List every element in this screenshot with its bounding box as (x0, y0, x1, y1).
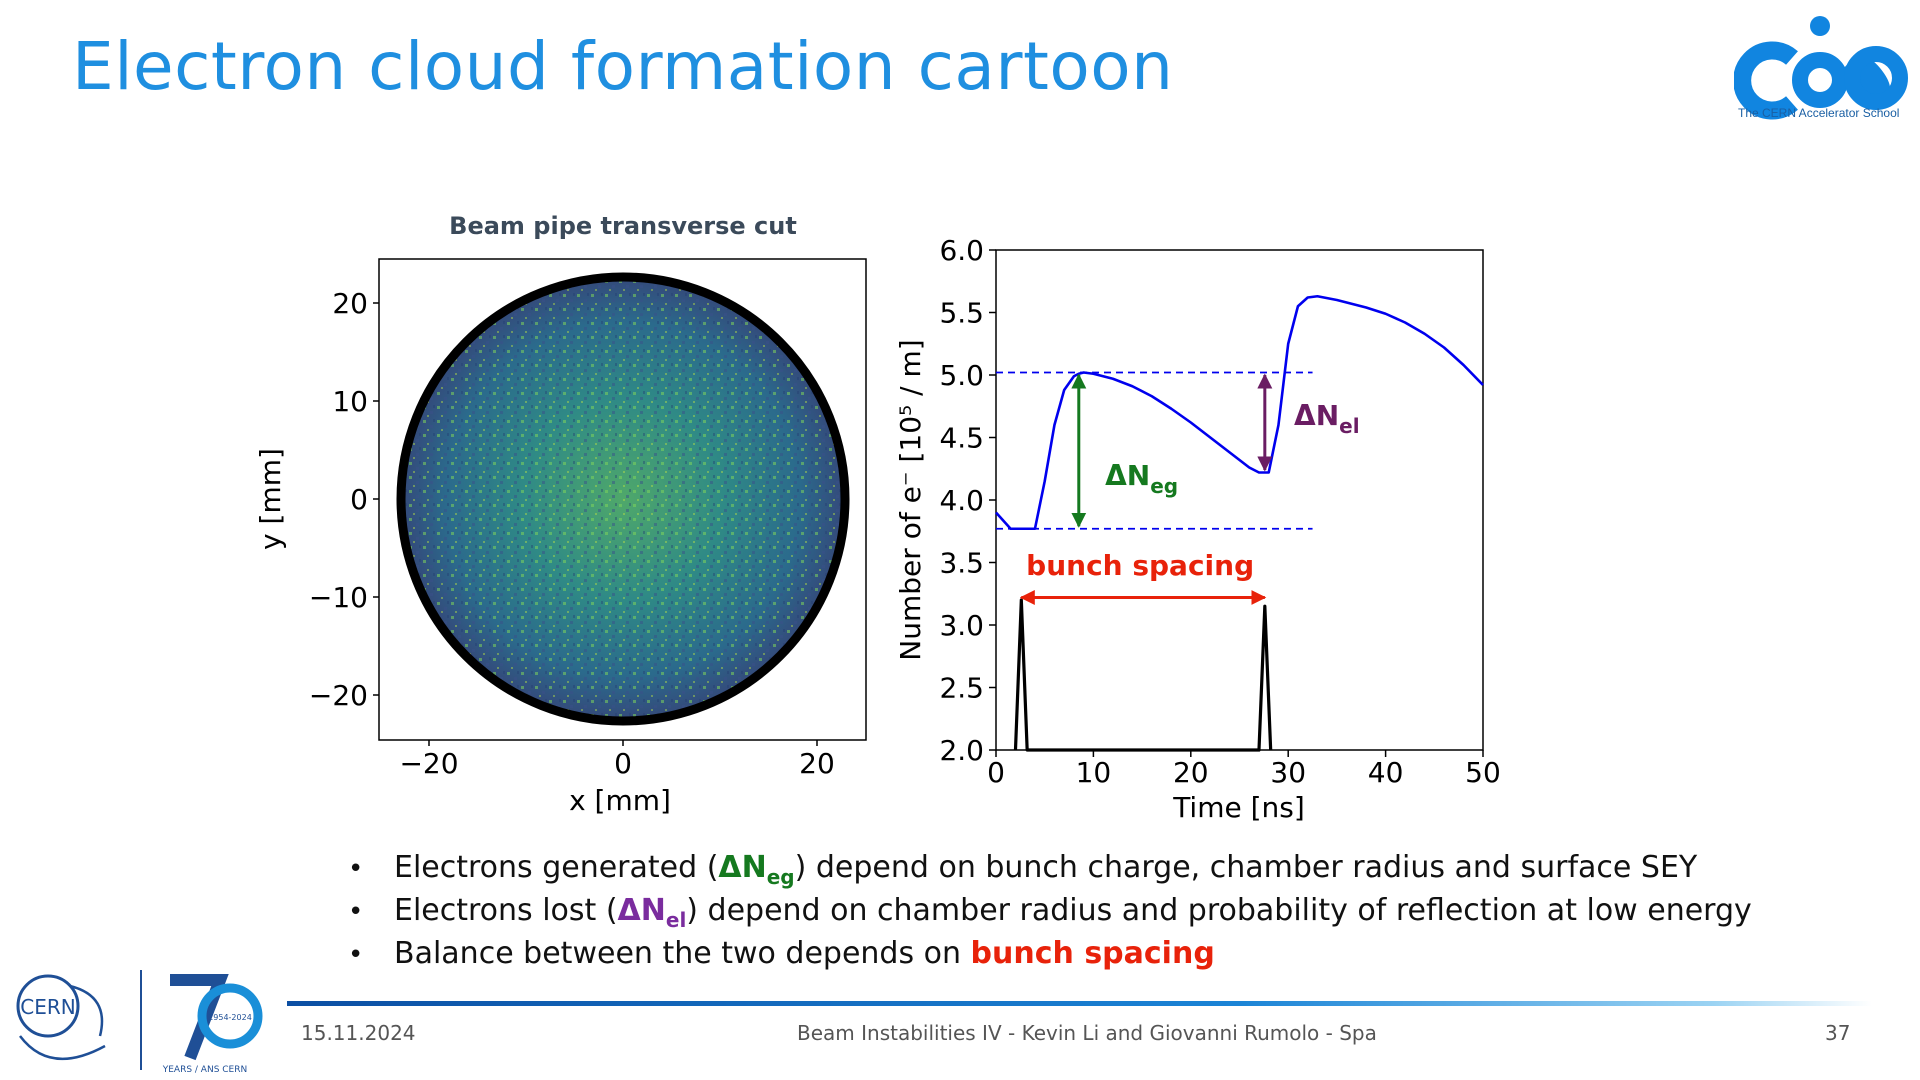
footer-separator (140, 970, 142, 1070)
cas-logo-caption: The CERN Accelerator School (1738, 106, 1900, 120)
chart-ytick-label: 3.0 (939, 609, 984, 642)
bullet-dot: • (348, 897, 364, 927)
chart-ytick-label: 5.0 (939, 359, 984, 392)
footer-divider (287, 1001, 1872, 1006)
chart-ytick-label: 6.0 (939, 234, 984, 267)
bullet-item: • Balance between the two depends on bun… (348, 936, 1752, 979)
left-xtick: 0 (614, 747, 632, 780)
cas-logo (1734, 16, 1908, 120)
cern-logo: CERN (16, 974, 106, 1061)
bullet-text: Electrons lost (ΔNel) depend on chamber … (394, 893, 1752, 932)
chart-xtick-label: 30 (1270, 756, 1306, 789)
beam-pipe-wall (396, 272, 850, 726)
chart-ytick-label: 2.5 (939, 672, 984, 705)
footer-date: 15.11.2024 (301, 1021, 416, 1045)
chart-xlabel: Time [ns] (1172, 791, 1305, 824)
electron-count-line (995, 294, 1484, 531)
bullet-text: Electrons generated (ΔNeg) depend on bun… (394, 850, 1698, 889)
anniversary-logo: 1954-2024 YEARS / ANS CERN (162, 974, 263, 1075)
footer-presentation-title: Beam Instabilities IV - Kevin Li and Gio… (797, 1021, 1377, 1045)
svg-text:1954-2024: 1954-2024 (208, 1013, 252, 1022)
chart-xtick-label: 10 (1076, 756, 1112, 789)
left-ytick: 20 (332, 287, 368, 320)
chart-ytick-label: 4.0 (939, 484, 984, 517)
left-ytick: −20 (309, 679, 368, 712)
bullet-text: Balance between the two depends on bunch… (394, 936, 1215, 971)
left-ytick: 0 (350, 483, 368, 516)
electron-count-chart: 0 10 20 30 40 50 6.0 5.5 5.0 4.5 4.0 3.5 3.0 2.5 2.0 Δ… (894, 234, 1501, 824)
bullet-dot: • (348, 940, 364, 970)
chart-ytick-label: 5.5 (939, 297, 984, 330)
slide-title: Electron cloud formation cartoon (72, 28, 1174, 105)
left-ylabel: y [mm] (254, 448, 287, 550)
bullet-item: • Electrons generated (ΔNeg) depend on b… (348, 850, 1752, 893)
bunch-spacing-label: bunch spacing (1026, 549, 1254, 582)
bullet-item: • Electrons lost (ΔNel) depend on chambe… (348, 893, 1752, 936)
beam-pipe-plot: 20 10 0 −10 −20 −20 0 20 x [mm] y [mm] (254, 258, 867, 817)
chart-xtick-label: 40 (1368, 756, 1404, 789)
chart-ytick-label: 3.5 (939, 547, 984, 580)
left-xtick: 20 (799, 747, 835, 780)
chart-xtick-label: 50 (1465, 756, 1501, 789)
left-ytick: 10 (332, 385, 368, 418)
chart-ytick-label: 2.0 (939, 734, 984, 767)
bullet-list: • Electrons generated (ΔNeg) depend on b… (348, 850, 1752, 979)
bunch-profile-line (1013, 598, 1273, 752)
chart-xtick-label: 0 (987, 756, 1005, 789)
left-xlabel: x [mm] (569, 784, 671, 817)
left-xtick: −20 (399, 747, 458, 780)
page-number: 37 (1825, 1021, 1851, 1045)
svg-text:CERN: CERN (20, 995, 75, 1019)
chart-ylabel: Number of e⁻ [10⁵ / m] (894, 339, 927, 660)
delta-neg-label: ΔNeg (1105, 459, 1178, 498)
chart-xtick-label: 20 (1173, 756, 1209, 789)
delta-nel-label: ΔNel (1294, 399, 1360, 438)
bullet-dot: • (348, 854, 364, 884)
svg-text:YEARS / ANS CERN: YEARS / ANS CERN (162, 1065, 247, 1075)
left-plot-title: Beam pipe transverse cut (449, 212, 797, 240)
chart-ytick-label: 4.5 (939, 422, 984, 455)
left-ytick: −10 (309, 581, 368, 614)
